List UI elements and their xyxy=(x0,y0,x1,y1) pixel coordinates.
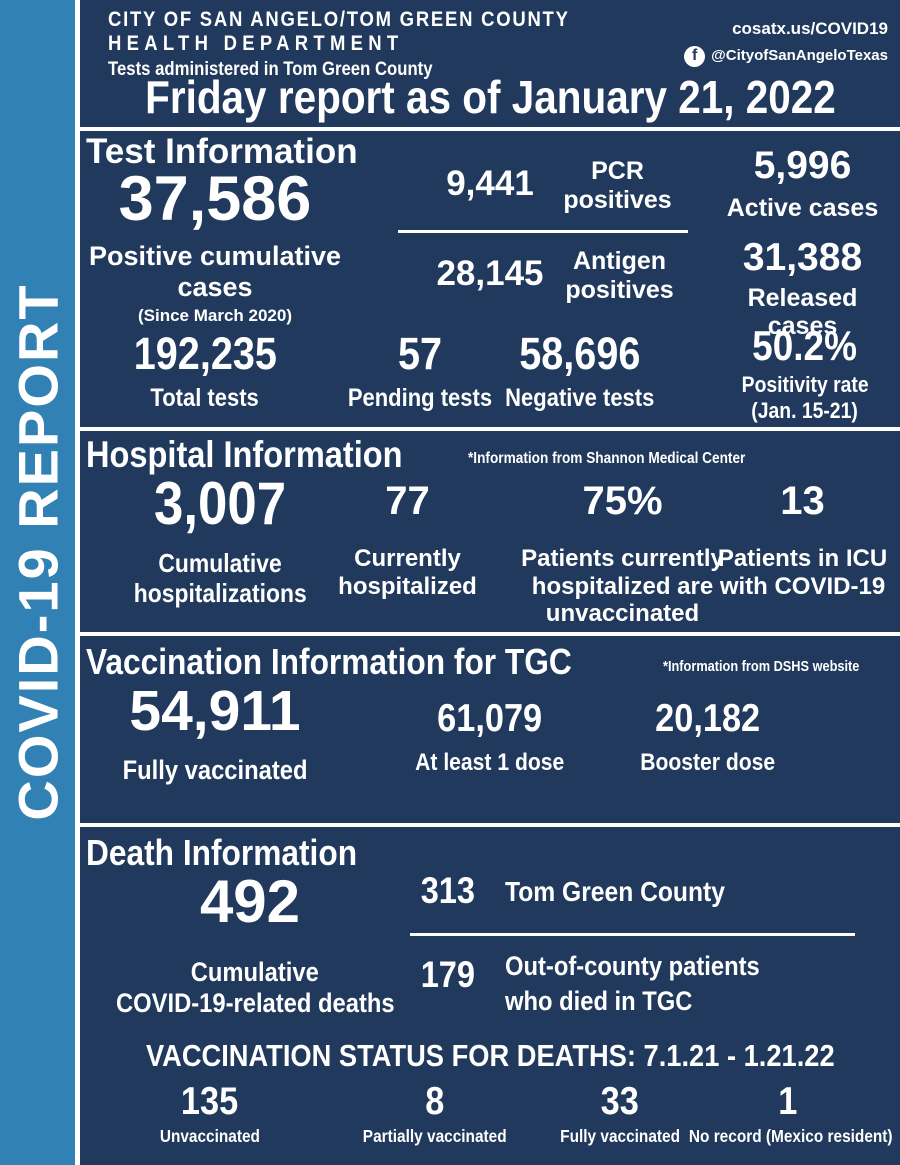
pending-tests-value: 57 xyxy=(397,328,443,379)
pending-tests-label: Pending tests xyxy=(347,384,493,412)
deaths-unvaccinated-value: 135 xyxy=(181,1080,239,1123)
active-cases-label: Active cases xyxy=(726,194,879,222)
cumulative-hospitalizations-value: 3,007 xyxy=(153,470,287,537)
positive-cumulative-value: 37,586 xyxy=(118,164,312,234)
header-links-block: cosatx.us/COVID19 f @CityofSanAngeloTexa… xyxy=(638,19,888,67)
total-tests-value: 192,235 xyxy=(133,328,277,379)
icu-patients-value: 13 xyxy=(780,479,825,523)
icu-patients-label: Patients in ICU with COVID-19 xyxy=(717,545,888,600)
currently-hospitalized-label: Currently hospitalized xyxy=(338,545,477,600)
left-sidebar: COVID-19 REPORT xyxy=(0,0,75,1165)
fully-vaccinated-label: Fully vaccinated xyxy=(122,755,308,785)
booster-dose-value: 20,182 xyxy=(655,697,760,740)
pcr-positives-label: PCR positives xyxy=(563,157,672,214)
currently-hospitalized-value: 77 xyxy=(385,479,430,523)
hospital-info-heading: Hospital Information xyxy=(86,434,403,475)
facebook-row: f @CityofSanAngeloTexas xyxy=(638,45,888,67)
antigen-positives-label: Antigen positives xyxy=(565,247,674,304)
deaths-no-record-value: 1 xyxy=(777,1080,798,1123)
cumulative-deaths-label: Cumulative COVID-19-related deaths xyxy=(115,957,395,1019)
antigen-positives-value: 28,145 xyxy=(436,254,544,293)
cumulative-deaths-value: 492 xyxy=(199,868,301,935)
vaccination-status-heading: VACCINATION STATUS FOR DEATHS: 7.1.21 - … xyxy=(145,1038,835,1073)
total-tests-label: Total tests xyxy=(150,384,260,412)
facebook-handle: @CityofSanAngeloTexas xyxy=(711,46,888,64)
booster-dose-label: Booster dose xyxy=(640,749,775,776)
death-information-section: Death Information 492 Cumulative COVID-1… xyxy=(80,827,900,1165)
org-name-block: CITY OF SAN ANGELO/TOM GREEN COUNTY HEAL… xyxy=(108,8,708,81)
at-least-one-dose-value: 61,079 xyxy=(437,697,543,740)
section-divider xyxy=(80,632,900,636)
tgc-deaths-value: 313 xyxy=(420,870,475,911)
pcr-antigen-divider-line xyxy=(398,230,688,233)
deaths-no-record-label: No record (Mexico resident) xyxy=(688,1126,893,1146)
deaths-unvaccinated-label: Unvaccinated xyxy=(159,1126,261,1146)
cumulative-hospitalizations-label: Cumulative hospitalizations xyxy=(133,548,307,608)
positivity-rate-sublabel: (Jan. 15-21) xyxy=(751,398,859,423)
facebook-icon: f xyxy=(684,45,706,67)
header-subtitle: Tests administered in Tom Green County xyxy=(108,59,433,81)
pcr-positives-value: 9,441 xyxy=(446,164,534,203)
org-name-line1: CITY OF SAN ANGELO/TOM GREEN COUNTY xyxy=(108,8,570,31)
positive-cumulative-sublabel: (Since March 2020) xyxy=(137,306,292,325)
deaths-fully-vaccinated-value: 33 xyxy=(600,1080,640,1123)
hospitalized-unvaccinated-label: Patients currently hospitalized are unva… xyxy=(521,545,724,628)
vaccination-information-section: Vaccination Information for TGC *Informa… xyxy=(80,636,900,823)
positivity-rate-value: 50.2% xyxy=(752,322,858,369)
section-divider xyxy=(80,427,900,431)
deaths-partially-vaccinated-value: 8 xyxy=(425,1080,445,1123)
test-info-heading: Test Information xyxy=(86,132,358,171)
out-of-county-deaths-value: 179 xyxy=(420,954,475,995)
website-url: cosatx.us/COVID19 xyxy=(732,19,888,38)
section-divider xyxy=(80,823,900,827)
tgc-deaths-label: Tom Green County xyxy=(505,876,725,907)
deaths-fully-vaccinated-label: Fully vaccinated xyxy=(560,1126,680,1146)
positive-cumulative-label: Positive cumulative cases xyxy=(88,241,342,303)
vaccination-info-heading: Vaccination Information for TGC xyxy=(86,641,572,682)
hospital-information-section: Hospital Information *Information from S… xyxy=(80,431,900,632)
active-cases-value: 5,996 xyxy=(753,144,852,187)
negative-tests-label: Negative tests xyxy=(505,384,655,412)
sidebar-vertical-title: COVID-19 REPORT xyxy=(6,283,69,821)
fully-vaccinated-value: 54,911 xyxy=(129,679,301,743)
released-cases-value: 31,388 xyxy=(742,236,863,279)
vaccination-info-note: *Information from DSHS website xyxy=(663,659,860,675)
released-cases-label: Released cases xyxy=(747,284,858,340)
deaths-partially-vaccinated-label: Partially vaccinated xyxy=(363,1126,507,1146)
report-title: Friday report as of January 21, 2022 xyxy=(144,71,836,124)
at-least-one-dose-label: At least 1 dose xyxy=(415,749,565,776)
deaths-divider-line xyxy=(410,933,855,936)
sidebar-separator-line xyxy=(75,0,80,1165)
section-divider xyxy=(80,127,900,131)
report-title-row: Friday report as of January 21, 2022 xyxy=(80,72,900,123)
report-header: CITY OF SAN ANGELO/TOM GREEN COUNTY HEAL… xyxy=(80,0,900,127)
positivity-rate-label: Positivity rate xyxy=(741,372,869,397)
hospitalized-unvaccinated-value: 75% xyxy=(582,479,663,523)
test-information-section: Test Information 37,586 Positive cumulat… xyxy=(80,131,900,427)
out-of-county-deaths-label: Out-of-county patients who died in TGC xyxy=(505,951,760,1017)
content-area: CITY OF SAN ANGELO/TOM GREEN COUNTY HEAL… xyxy=(80,0,900,1165)
hospital-info-note: *Information from Shannon Medical Center xyxy=(468,450,746,467)
death-info-heading: Death Information xyxy=(86,832,358,873)
org-name-line2: HEALTH DEPARTMENT xyxy=(108,32,404,56)
negative-tests-value: 58,696 xyxy=(519,328,641,379)
